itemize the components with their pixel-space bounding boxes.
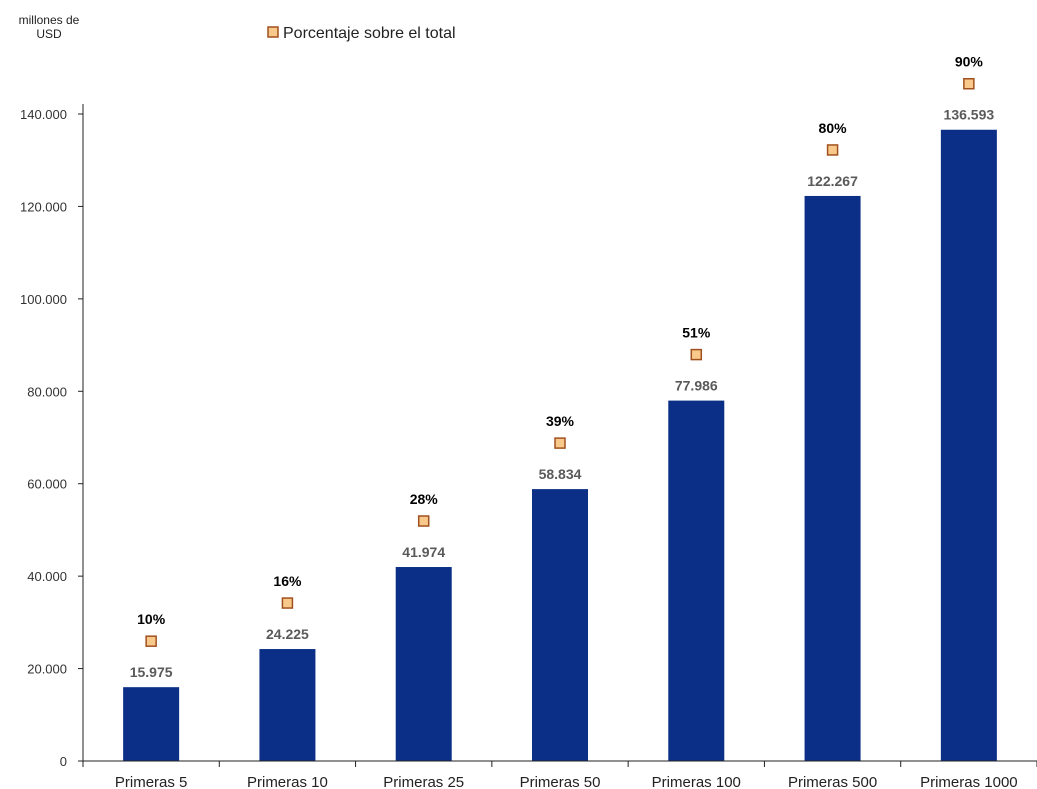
y-axis-label: millones de USD xyxy=(19,13,80,41)
bar-primeras-50 xyxy=(532,489,588,761)
legend-marker-swatch xyxy=(267,26,279,38)
legend-label: Porcentaje sobre el total xyxy=(283,25,456,42)
bars: 15.975 24.225 41.974 58.834 77.986 122.267 136… xyxy=(123,107,997,762)
bar-primeras-10 xyxy=(259,649,316,761)
bar-value-label: 15.975 xyxy=(130,664,173,680)
percentage-label: 39% xyxy=(546,413,575,429)
y-tick-label: 100.000 xyxy=(20,292,67,307)
y-tick-label: 0 xyxy=(60,754,67,769)
y-tick-label: 60.000 xyxy=(27,477,67,492)
y-tick-label: 120.000 xyxy=(20,199,67,214)
bar-primeras-25 xyxy=(395,567,452,761)
percentage-label: 90% xyxy=(955,54,984,70)
percentage-marker xyxy=(145,635,157,647)
y-axis-label-line-1: millones de xyxy=(19,13,80,27)
y-axis: 0 20.000 40.000 60.000 80.000 100.000 120.000 1… xyxy=(20,104,84,769)
bar-primeras-5 xyxy=(123,687,180,761)
percentage-label: 16% xyxy=(273,573,302,589)
percentage-marker xyxy=(417,515,430,527)
x-category-label: Primeras 50 xyxy=(520,774,601,789)
y-tick-label: 20.000 xyxy=(27,662,67,677)
percentage-marker xyxy=(690,348,703,361)
x-category-label: Primeras 500 xyxy=(788,774,877,789)
legend: Porcentaje sobre el total xyxy=(267,25,456,42)
y-tick-label: 140.000 xyxy=(20,107,67,122)
bar-value-label: 24.225 xyxy=(266,626,309,642)
bar-primeras-100 xyxy=(668,400,725,761)
x-axis: Primeras 5 Primeras 10 Primeras 25 Primeras… xyxy=(82,760,1037,789)
x-category-label: Primeras 25 xyxy=(383,774,464,789)
percentage-label: 28% xyxy=(410,491,439,507)
bar-value-label: 77.986 xyxy=(675,378,718,394)
y-tick-label: 40.000 xyxy=(27,569,67,584)
x-category-label: Primeras 5 xyxy=(115,774,188,789)
y-axis-label-line-2: USD xyxy=(36,27,62,41)
percentage-label: 80% xyxy=(819,120,848,136)
percentage-label: 10% xyxy=(137,611,166,627)
x-category-label: Primeras 100 xyxy=(652,774,741,789)
bar-value-label: 122.267 xyxy=(807,173,858,189)
bar-value-label: 41.974 xyxy=(402,544,445,560)
x-category-label: Primeras 1000 xyxy=(920,774,1018,789)
percentage-markers: 10% 16% 28% 39% 51% 80% 90% xyxy=(137,54,984,647)
bar-value-label: 136.593 xyxy=(944,107,995,123)
percentage-marker xyxy=(554,437,566,449)
bar-primeras-1000 xyxy=(940,129,997,761)
percentage-label: 51% xyxy=(682,325,711,341)
percentage-marker xyxy=(963,77,975,90)
bar-primeras-500 xyxy=(804,195,861,762)
percentage-marker xyxy=(826,144,839,156)
y-tick-label: 80.000 xyxy=(27,384,67,399)
percentage-marker xyxy=(281,597,294,609)
x-category-label: Primeras 10 xyxy=(247,774,328,789)
bar-value-label: 58.834 xyxy=(539,466,582,482)
